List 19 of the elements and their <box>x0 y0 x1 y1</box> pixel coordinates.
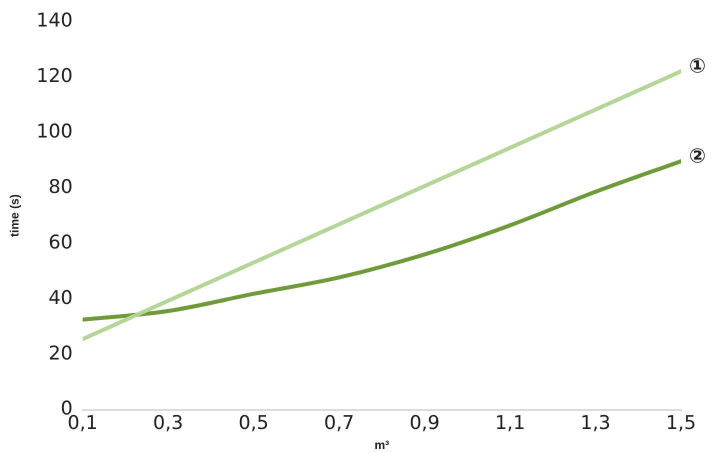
x-tick-label: 1,5 <box>666 412 696 434</box>
line-series <box>82 159 681 322</box>
x-tick-label: 1,3 <box>580 412 611 434</box>
x-axis-title: m³ <box>374 438 390 452</box>
y-tick-label: 20 <box>48 342 73 364</box>
y-tick-label: 40 <box>48 286 73 309</box>
y-tick-label: 140 <box>36 9 73 32</box>
series-label: ① <box>689 54 706 78</box>
x-tick-label: 0,3 <box>153 412 184 434</box>
x-tick-label: 0,7 <box>324 412 354 434</box>
y-axis-title: time (s) <box>8 194 22 237</box>
x-tick-label: 1,1 <box>494 412 526 434</box>
y-tick-label: 100 <box>36 120 73 142</box>
x-tick-label: 0,5 <box>238 412 269 434</box>
series-label: ② <box>689 143 706 168</box>
x-tick-label: 0,9 <box>409 412 440 434</box>
y-tick-label: 120 <box>36 64 73 87</box>
y-tick-label: 80 <box>48 176 73 198</box>
y-tick-label: 60 <box>48 231 73 254</box>
